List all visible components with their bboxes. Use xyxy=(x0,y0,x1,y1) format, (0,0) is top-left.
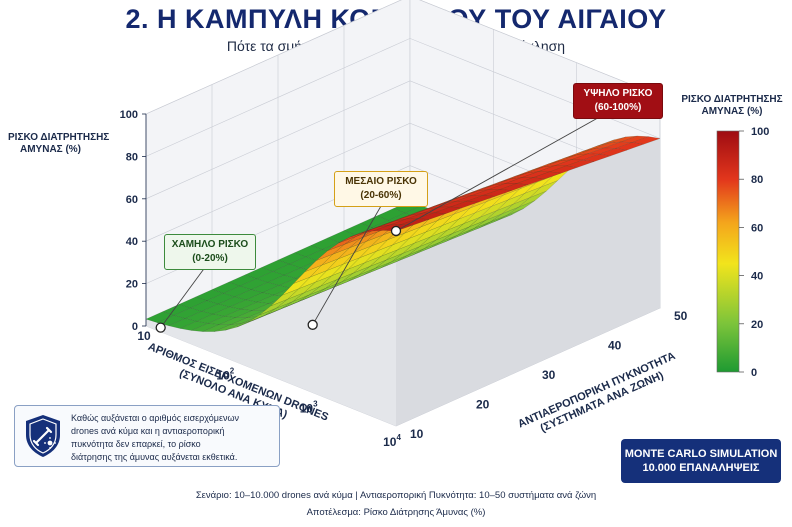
callout-leader xyxy=(312,205,382,326)
x-tick-exponent: 3 xyxy=(313,400,318,409)
badge-line-1: MONTE CARLO SIMULATION xyxy=(624,448,778,460)
x-tick-label: 104 xyxy=(383,433,401,449)
footer-scenario: Σενάριο: 10–10.000 drones ανά κύμα | Αντ… xyxy=(195,490,597,501)
colorbar-title: ΡΙΣΚΟ ΔΙΑΤΡΗΤΗΣΗΣ ΑΜΥΝΑΣ (%) xyxy=(681,94,783,117)
monte-carlo-badge: MONTE CARLO SIMULATION 10.000 ΕΠΑΝΑΛΗΨΕΙ… xyxy=(621,439,781,483)
callout-leader xyxy=(395,109,613,232)
surface-cell xyxy=(417,212,446,220)
colorbar-tick-label: 0 xyxy=(751,367,757,379)
colorbar-gradient xyxy=(716,130,740,373)
surface-cell xyxy=(582,153,611,162)
callout-points xyxy=(155,109,613,333)
x-tick-exponent: 4 xyxy=(396,433,401,442)
risk-point-marker xyxy=(390,225,402,237)
colorbar-tick-label: 40 xyxy=(751,271,763,283)
z-tick-label: 80 xyxy=(126,151,138,163)
z-tick-label: 40 xyxy=(126,236,138,248)
callout-low-risk: ΧΑΜΗΛΟ ΡΙΣΚΟ (0-20%) xyxy=(164,234,256,270)
x-tick-exponent: 2 xyxy=(230,366,235,375)
z-tick-label: 20 xyxy=(126,279,138,291)
z-tick-label: 100 xyxy=(120,109,138,121)
y-axis-title: ΑΝΤΙΑΕΡΟΠΟΡΙΚΗ ΠΥΚΝΟΤΗΤΑ(ΣΥΣΤΗΜΑΤΑ ΑΝΑ Ζ… xyxy=(516,350,682,442)
z-tick-label: 60 xyxy=(126,194,138,206)
y-axis-title-line: ΑΝΤΙΑΕΡΟΠΟΡΙΚΗ ΠΥΚΝΟΤΗΤΑ xyxy=(516,350,677,431)
callout-leader xyxy=(160,265,207,328)
risk-point-marker xyxy=(155,322,166,333)
note-text: Καθώς αυξάνεται ο αριθμός εισερχόμενων d… xyxy=(71,413,239,462)
colorbar-tick-label: 20 xyxy=(751,319,763,331)
y-tick-label: 40 xyxy=(608,339,622,353)
callout-medium-risk: ΜΕΣΑΙΟ ΡΙΣΚΟ (20-60%) xyxy=(334,171,428,207)
surface-cell xyxy=(632,136,661,145)
footer-result: Αποτέλεσμα: Ρίσκο Διάτρησης Άμυνας (%) xyxy=(306,507,486,518)
x-tick-label: 10 xyxy=(137,329,151,343)
risk-point-marker xyxy=(307,319,318,330)
z-axis-title: ΡΙΣΚΟ ΔΙΑΤΡΗΤΗΣΗΣ ΑΜΥΝΑΣ (%) xyxy=(8,132,110,155)
colorbar: 0 20 40 60 80 100 xyxy=(716,126,769,379)
shield-drone-icon xyxy=(26,415,60,457)
surface-cell xyxy=(434,206,463,214)
callout-high-risk: ΥΨΗΛΟ ΡΙΣΚΟ (60-100%) xyxy=(573,83,663,119)
surface-cell xyxy=(500,183,529,191)
y-tick-label: 30 xyxy=(542,368,556,382)
y-tick-label: 20 xyxy=(476,398,490,412)
risk-surface xyxy=(145,135,661,426)
y-tick-label: 10 xyxy=(410,427,424,441)
info-note: Καθώς αυξάνεται ο αριθμός εισερχόμενων d… xyxy=(14,405,280,467)
colorbar-tick-label: 80 xyxy=(751,174,763,186)
surface-cell xyxy=(599,148,628,157)
y-tick-label: 50 xyxy=(674,309,688,323)
z-tick-label: 0 xyxy=(132,321,138,333)
surface-cell xyxy=(516,177,545,186)
colorbar-tick-label: 100 xyxy=(751,126,769,138)
badge-line-2: 10.000 ΕΠΑΝΑΛΗΨΕΙΣ xyxy=(642,462,760,474)
surface-cell xyxy=(566,159,595,168)
colorbar-tick-label: 60 xyxy=(751,222,763,234)
